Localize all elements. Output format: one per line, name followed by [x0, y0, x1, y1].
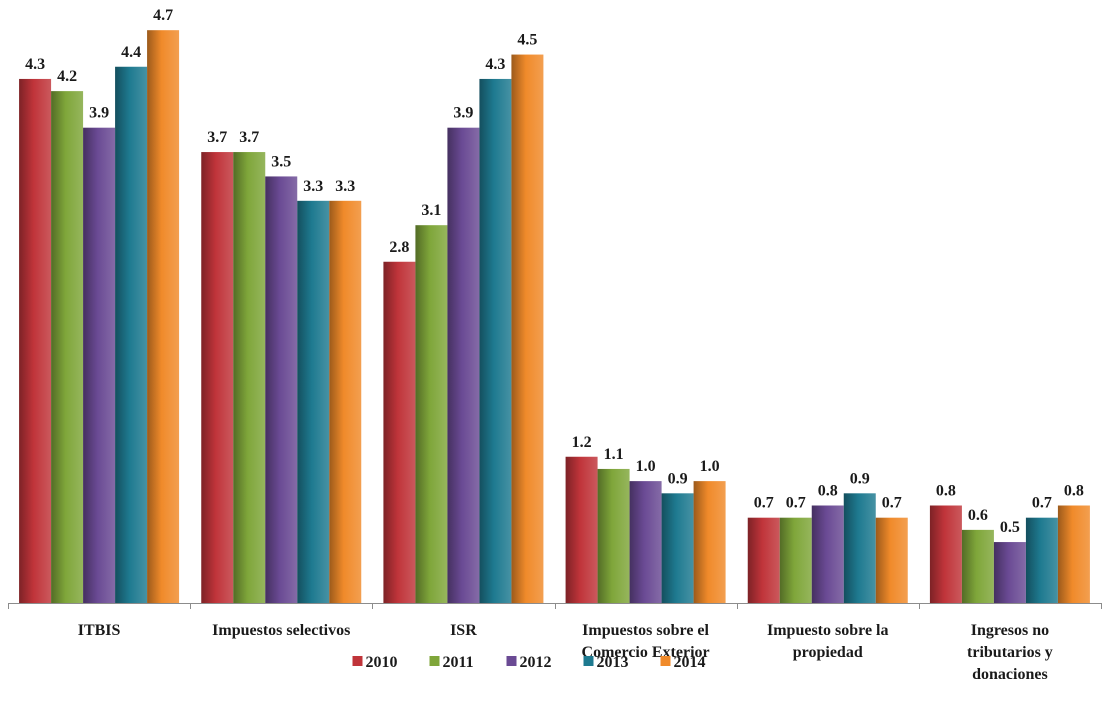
- data-label: 0.9: [850, 470, 870, 487]
- data-label: 2.8: [389, 239, 409, 256]
- legend-label-2013: 2013: [597, 654, 629, 671]
- bar-2012-2: [447, 127, 480, 603]
- data-label: 4.3: [485, 56, 505, 73]
- bar-2014-5: [1057, 505, 1090, 603]
- legend-label-2010: 2010: [366, 654, 398, 671]
- category-label: Impuestos sobre el: [582, 622, 709, 639]
- data-label: 3.5: [271, 153, 291, 170]
- bar-2010-5: [929, 505, 962, 603]
- category-label: propiedad: [793, 644, 863, 661]
- category-label: Impuesto sobre la: [767, 622, 889, 639]
- data-label: 0.7: [754, 495, 774, 512]
- bar-2010-2: [383, 261, 416, 603]
- category-label: donaciones: [972, 666, 1048, 683]
- bar-2010-0: [19, 78, 52, 603]
- legend-swatch-2012: [506, 656, 517, 666]
- value-labels-group: 4.3 4.2 3.9 4.4 4.7 3.7 3.7 3.5 3.3 3.3 2.8 3.1 3.9 4…: [25, 7, 1084, 536]
- data-label: 0.7: [786, 495, 806, 512]
- bar-2012-5: [993, 542, 1026, 603]
- data-label: 4.2: [57, 68, 77, 85]
- legend-swatch-2013: [583, 656, 594, 666]
- data-label: 0.7: [882, 495, 902, 512]
- category-label: ITBIS: [78, 622, 121, 639]
- bar-2014-0: [147, 30, 180, 603]
- legend-swatch-2014: [660, 656, 671, 666]
- data-label: 0.8: [1064, 483, 1084, 500]
- bar-2013-5: [1025, 517, 1058, 603]
- data-label: 3.7: [207, 129, 227, 146]
- bar-2011-2: [415, 225, 448, 603]
- data-label: 0.5: [1000, 519, 1020, 536]
- x-axis-ticks: [8, 603, 1102, 609]
- data-label: 1.0: [636, 458, 656, 475]
- category-label: Comercio Exterior: [582, 644, 710, 661]
- category-label: Ingresos no: [971, 622, 1049, 639]
- bar-2013-0: [115, 66, 148, 603]
- bar-2014-4: [875, 517, 908, 603]
- data-label: 0.8: [936, 483, 956, 500]
- bars-group: [19, 30, 1090, 603]
- bar-2013-2: [479, 78, 512, 603]
- legend-swatch-2011: [429, 656, 440, 666]
- data-label: 0.7: [1032, 495, 1052, 512]
- data-label: 0.8: [818, 483, 838, 500]
- legend-label-2011: 2011: [443, 654, 474, 671]
- bar-2011-1: [233, 152, 266, 603]
- data-label: 3.9: [89, 105, 109, 122]
- category-label: tributarios y: [967, 644, 1053, 661]
- data-label: 3.3: [303, 178, 323, 195]
- category-labels-group: ITBIS Impuestos selectivos ISR Impuestos so…: [78, 622, 1053, 683]
- data-label: 4.7: [153, 7, 173, 24]
- data-label: 3.1: [421, 202, 441, 219]
- data-label: 4.5: [517, 32, 537, 49]
- data-label: 4.4: [121, 44, 141, 61]
- bar-2013-3: [661, 493, 694, 603]
- bar-2012-3: [629, 481, 662, 603]
- category-label: ISR: [450, 622, 477, 639]
- bar-2011-3: [597, 468, 630, 603]
- data-label: 0.6: [968, 507, 988, 524]
- data-label: 0.9: [668, 470, 688, 487]
- bar-2012-4: [811, 505, 844, 603]
- data-label: 1.2: [572, 434, 592, 451]
- data-label: 4.3: [25, 56, 45, 73]
- legend-label-2012: 2012: [520, 654, 552, 671]
- bar-2011-0: [51, 91, 84, 603]
- data-label: 1.1: [604, 446, 624, 463]
- bar-2014-1: [329, 200, 362, 603]
- bar-2010-1: [201, 152, 234, 603]
- data-label: 3.9: [453, 105, 473, 122]
- legend-swatch-2010: [352, 656, 363, 666]
- data-label: 1.0: [700, 458, 720, 475]
- bar-2014-2: [511, 54, 544, 603]
- bar-2012-1: [265, 176, 298, 603]
- data-label: 3.7: [239, 129, 259, 146]
- bar-2014-3: [693, 481, 726, 603]
- category-label: Impuestos selectivos: [212, 622, 350, 639]
- bar-2010-3: [565, 456, 598, 603]
- data-label: 3.3: [335, 178, 355, 195]
- bar-2010-4: [747, 517, 780, 603]
- bar-2013-4: [843, 493, 876, 603]
- bar-2012-0: [83, 127, 116, 603]
- bar-2011-5: [961, 529, 994, 603]
- legend: 2010 2011 2012 2013 2014: [352, 654, 706, 671]
- legend-label-2014: 2014: [674, 654, 706, 671]
- bar-2013-1: [297, 200, 330, 603]
- bar-2011-4: [779, 517, 812, 603]
